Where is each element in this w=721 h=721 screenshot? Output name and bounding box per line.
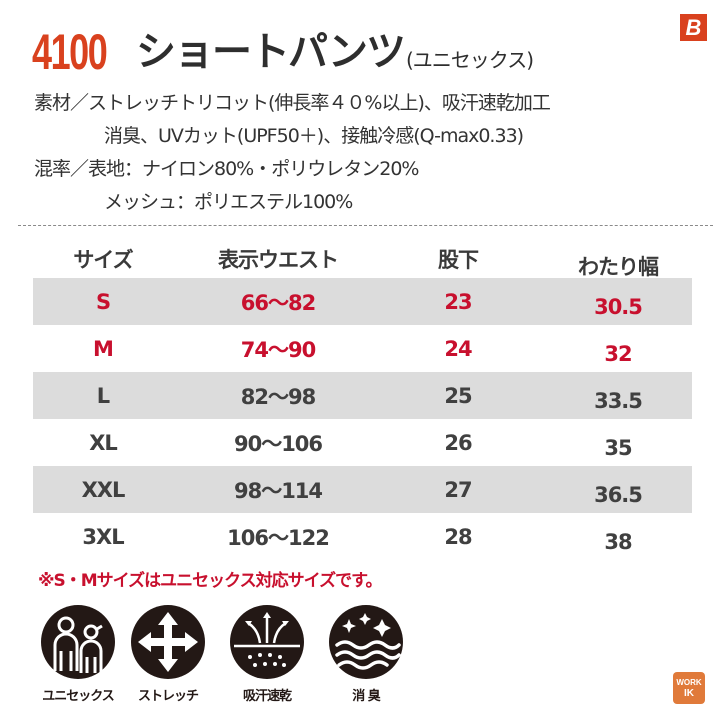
thigh-cell: 36.5 bbox=[594, 482, 643, 507]
sweat-absorb-quick-dry-icon bbox=[230, 605, 304, 679]
material-line-2: 消臭、UVカット(UPF50＋)、接触冷感(Q-max0.33) bbox=[104, 125, 524, 147]
table-row: L 82〜98 25 33.5 bbox=[33, 372, 692, 419]
table-header: サイズ 表示ウエスト 股下 わたり幅 bbox=[33, 240, 692, 279]
product-name: ショートパンツ bbox=[136, 29, 406, 75]
size-cell: 3XL bbox=[82, 524, 124, 549]
feature-unisex: ユニセックス bbox=[38, 605, 118, 704]
size-cell: S bbox=[95, 289, 111, 314]
header-waist: 表示ウエスト bbox=[218, 248, 339, 272]
stretch-icon bbox=[131, 605, 205, 679]
size-cell: L bbox=[96, 383, 110, 408]
product-subtitle: (ユニセックス) bbox=[406, 48, 534, 72]
waist-cell: 106〜122 bbox=[227, 525, 330, 550]
inseam-cell: 25 bbox=[444, 383, 472, 408]
table-row: M 74〜90 24 32 bbox=[33, 325, 692, 372]
feature-deodorant: 消 臭 bbox=[326, 605, 406, 704]
feature-label: ユニセックス bbox=[42, 689, 115, 704]
inseam-cell: 27 bbox=[444, 477, 472, 502]
header-inseam: 股下 bbox=[438, 248, 479, 272]
size-cell: M bbox=[93, 336, 114, 361]
model-number: 4100 bbox=[32, 24, 108, 80]
waist-cell: 98〜114 bbox=[233, 478, 323, 503]
table-row: XXL 98〜114 27 36.5 bbox=[33, 466, 692, 513]
size-note: ※S・Mサイズはユニセックス対応サイズです。 bbox=[38, 571, 382, 591]
feature-label: ストレッチ bbox=[137, 689, 199, 704]
work-logo-line1: WORK bbox=[676, 678, 702, 687]
divider bbox=[18, 225, 713, 226]
deodorant-icon bbox=[329, 605, 403, 679]
inseam-cell: 24 bbox=[444, 336, 472, 361]
thigh-cell: 32 bbox=[604, 341, 632, 366]
waist-cell: 74〜90 bbox=[240, 337, 316, 362]
inseam-cell: 28 bbox=[444, 524, 472, 549]
inseam-cell: 23 bbox=[444, 289, 472, 314]
table-row: S 66〜82 23 30.5 bbox=[33, 278, 692, 325]
table-row: 3XL 106〜122 28 38 bbox=[33, 513, 692, 560]
work-logo-line2: IK bbox=[684, 688, 694, 699]
thigh-cell: 33.5 bbox=[594, 388, 643, 413]
size-cell: XXL bbox=[81, 477, 126, 502]
thigh-cell: 38 bbox=[604, 529, 632, 554]
unisex-icon bbox=[41, 605, 115, 679]
header-thigh: わたり幅 bbox=[578, 255, 659, 279]
thigh-cell: 35 bbox=[604, 435, 632, 460]
size-cell: XL bbox=[89, 430, 118, 455]
feature-label: 吸汗速乾 bbox=[242, 689, 292, 704]
waist-cell: 90〜106 bbox=[233, 431, 323, 456]
inseam-cell: 26 bbox=[444, 430, 472, 455]
feature-stretch: ストレッチ bbox=[128, 605, 208, 704]
title-row: 4100 ショートパンツ (ユニセックス) bbox=[32, 20, 534, 80]
size-table: サイズ 表示ウエスト 股下 わたり幅 S 66〜82 23 30.5 M 74〜… bbox=[33, 240, 692, 560]
feature-label: 消 臭 bbox=[352, 689, 381, 704]
blend-line-2: メッシュ：ポリエステル100% bbox=[104, 191, 353, 213]
waist-cell: 66〜82 bbox=[240, 290, 316, 315]
thigh-cell: 30.5 bbox=[594, 294, 643, 319]
header-size: サイズ bbox=[73, 248, 133, 272]
work-logo-icon: WORK IK bbox=[673, 672, 705, 704]
brand-logo-icon: B bbox=[680, 14, 707, 41]
feature-quick-dry: 吸汗速乾 bbox=[227, 605, 307, 704]
material-line-1: 素材／ストレッチトリコット(伸長率４０%以上)、吸汗速乾加工 bbox=[34, 92, 551, 114]
table-row: XL 90〜106 26 35 bbox=[33, 419, 692, 466]
waist-cell: 82〜98 bbox=[240, 384, 316, 409]
blend-line-1: 混率／表地：ナイロン80%・ポリウレタン20% bbox=[34, 158, 419, 180]
